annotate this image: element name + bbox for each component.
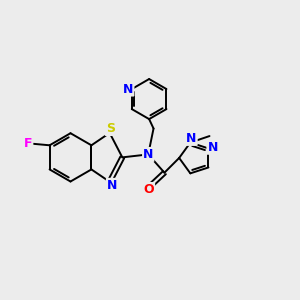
Text: N: N [107, 179, 117, 192]
Text: S: S [106, 122, 115, 135]
Text: N: N [123, 82, 134, 95]
Text: N: N [186, 132, 197, 145]
Text: F: F [24, 137, 32, 150]
Text: N: N [207, 141, 218, 154]
Text: O: O [143, 183, 154, 196]
Text: N: N [143, 148, 153, 161]
